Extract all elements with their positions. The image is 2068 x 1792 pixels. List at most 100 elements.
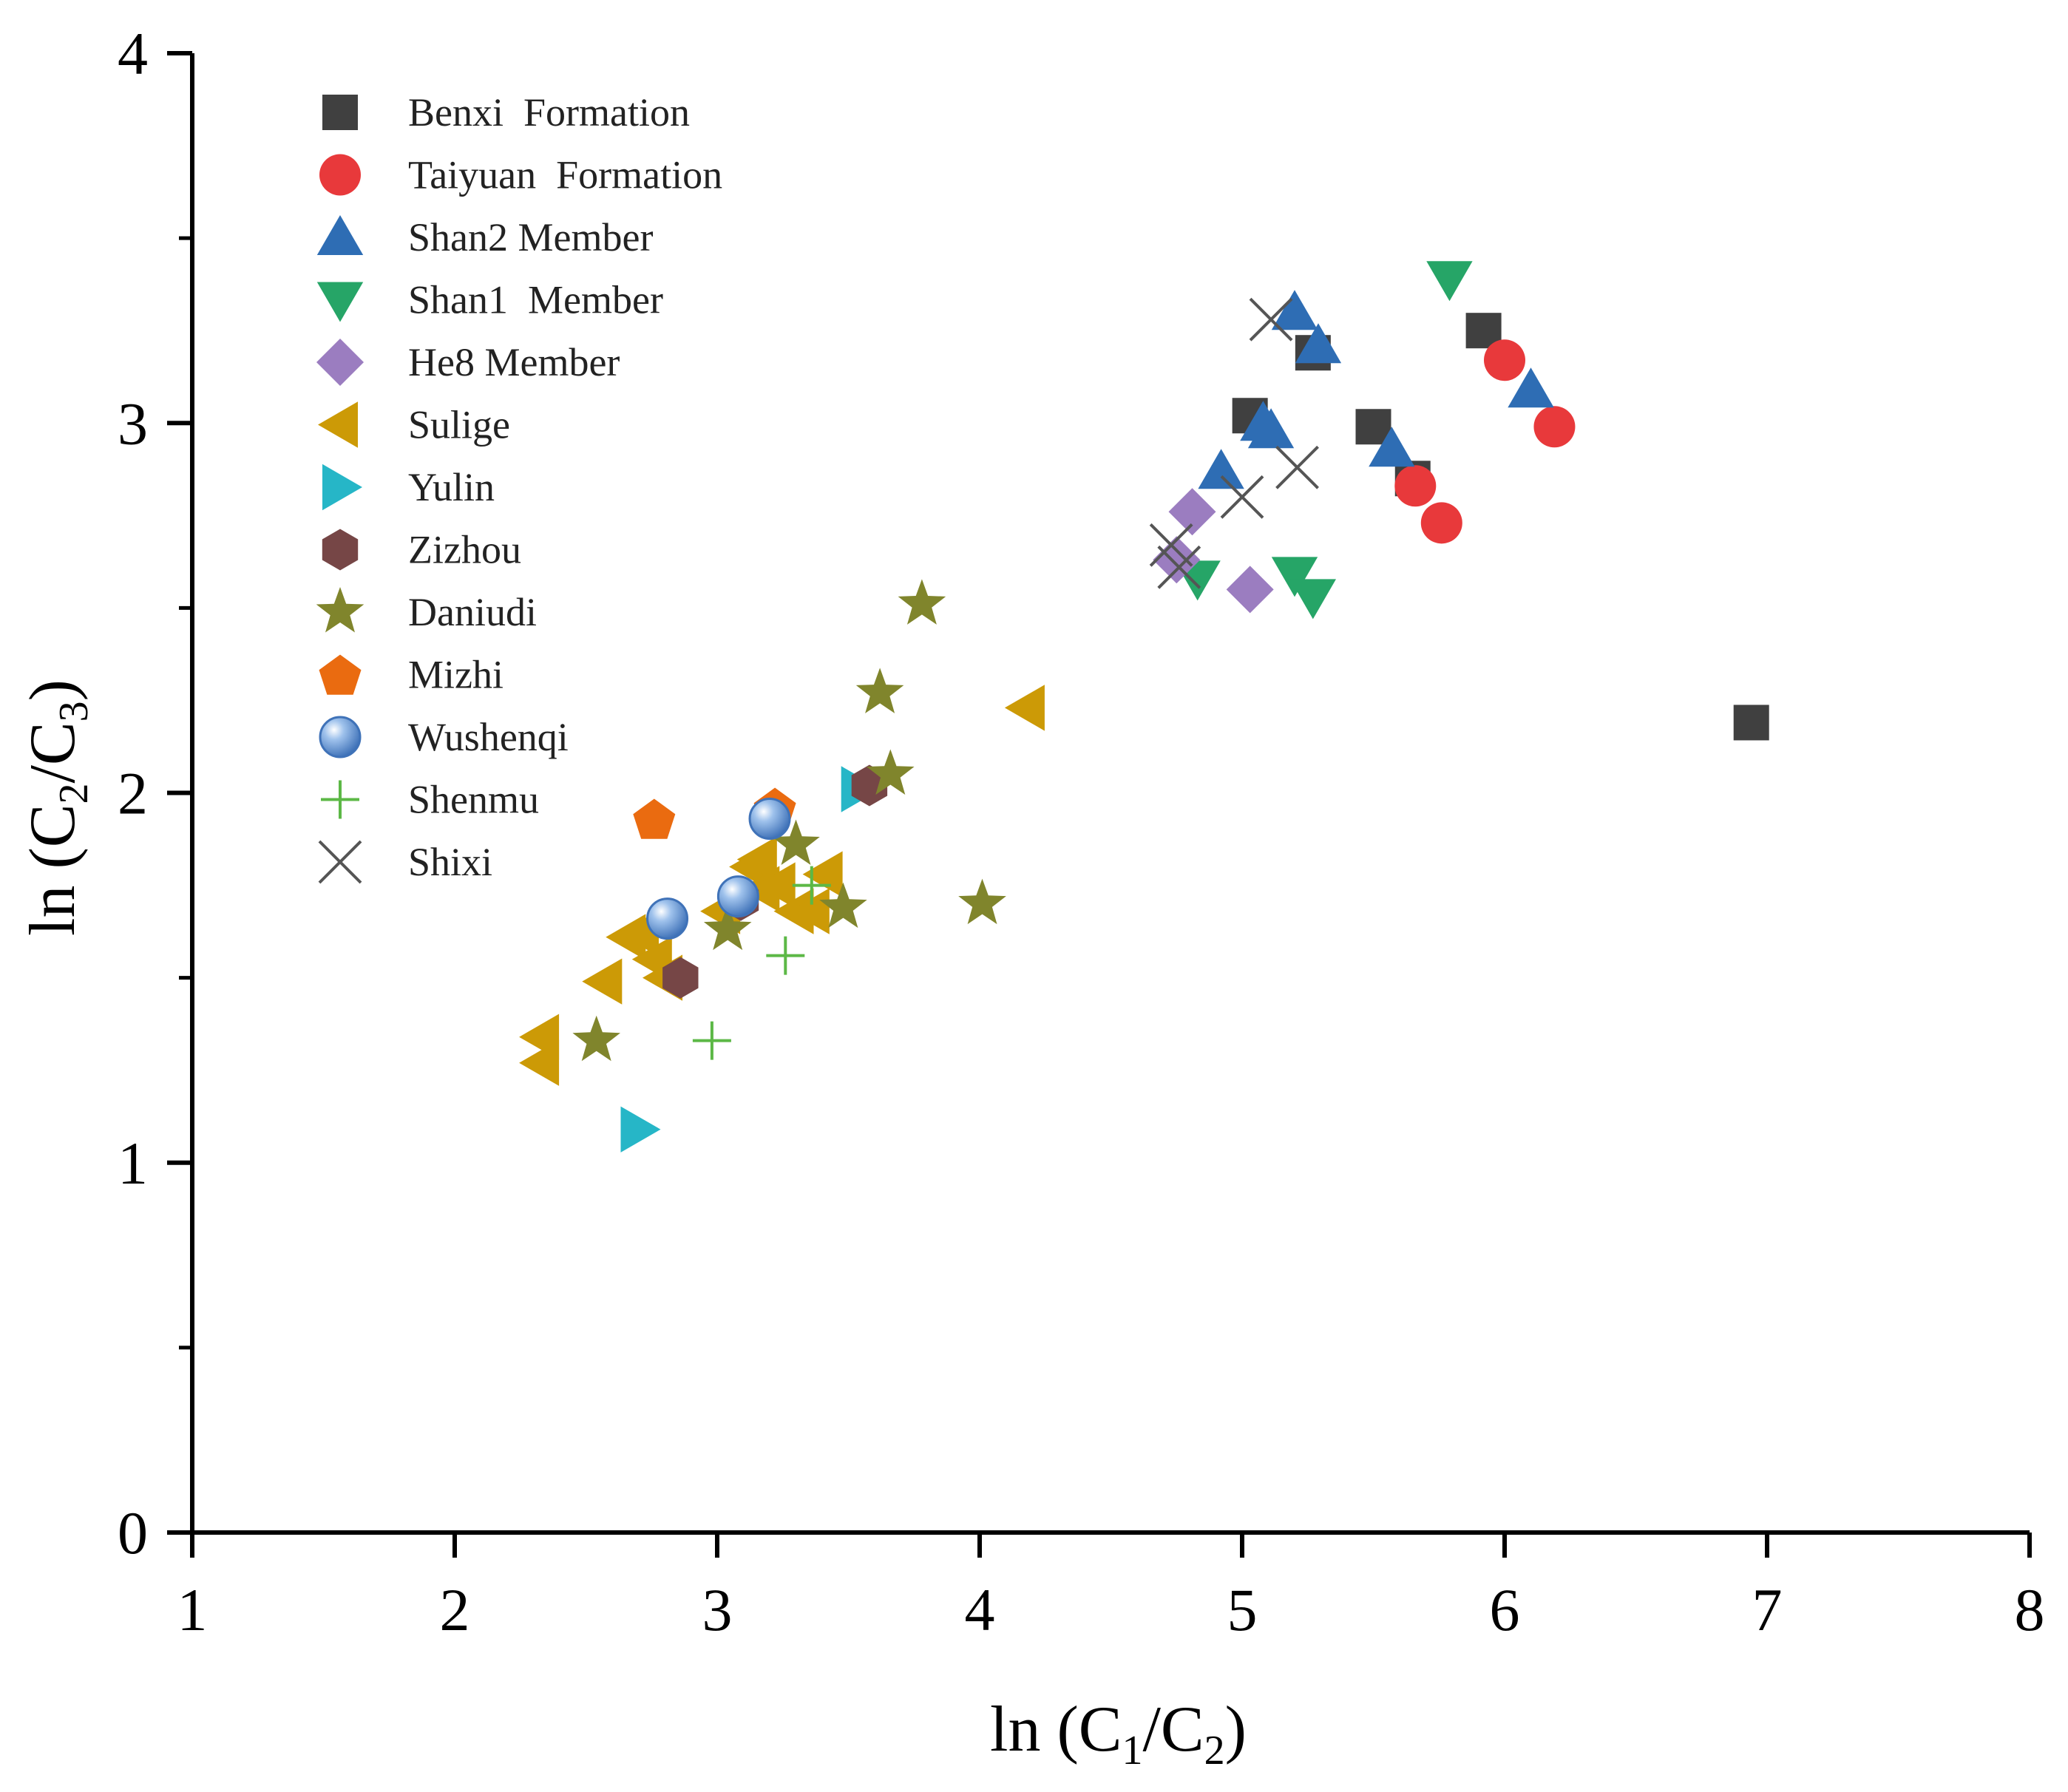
- data-point: [1271, 557, 1318, 597]
- data-point: [1271, 290, 1318, 330]
- data-point: [1426, 261, 1473, 302]
- legend-label: Yulin: [408, 465, 495, 509]
- data-point: [662, 957, 699, 999]
- legend-marker: [321, 780, 359, 819]
- data-point: [736, 836, 777, 883]
- series-2: [1198, 290, 1554, 489]
- legend-item: Mizhi: [319, 653, 504, 697]
- data-point: [792, 866, 831, 905]
- data-point: [633, 798, 676, 839]
- series-11: [692, 866, 831, 1060]
- x-tick-label: 2: [440, 1576, 470, 1643]
- legend-marker: [318, 840, 362, 884]
- series-4: [1153, 488, 1274, 614]
- y-tick-label: 0: [118, 1499, 148, 1567]
- data-point: [1153, 536, 1201, 584]
- data-point: [958, 878, 1006, 925]
- data-point: [755, 862, 796, 909]
- data-point: [1295, 323, 1342, 364]
- legend-marker: [322, 464, 362, 511]
- data-point: [789, 888, 830, 934]
- data-point: [867, 749, 915, 795]
- legend-item: Shan2 Member: [316, 215, 653, 259]
- legend-label: Shixi: [408, 840, 492, 884]
- legend-label: Daniudi: [408, 590, 537, 634]
- data-point: [582, 958, 623, 1005]
- data-point: [802, 851, 843, 897]
- series-1: [1394, 339, 1576, 544]
- legend-marker: [318, 401, 358, 448]
- y-tick-label: 3: [118, 390, 148, 457]
- data-point: [1394, 465, 1437, 507]
- legend: Benxi Formation Taiyuan Formation Shan2 Me…: [316, 90, 722, 884]
- legend-marker: [316, 339, 364, 386]
- data-point: [1247, 408, 1295, 449]
- legend-marker: [316, 587, 365, 633]
- y-axis-title: ln (C2/C3): [17, 679, 97, 936]
- x-tick-label: 1: [177, 1576, 208, 1643]
- data-point: [703, 904, 752, 951]
- legend-label: He8 Member: [408, 340, 620, 384]
- legend-label: Taiyuan Formation: [408, 153, 722, 197]
- legend-item: Sulige: [318, 401, 510, 448]
- data-point: [620, 1106, 661, 1153]
- data-point: [1149, 523, 1193, 567]
- data-point: [716, 875, 759, 918]
- data-point: [1157, 545, 1201, 589]
- data-point: [1220, 475, 1264, 519]
- legend-label: Shan2 Member: [408, 215, 653, 259]
- axis-labels: ln (C1/C2) ln (C2/C3): [17, 679, 1247, 1774]
- series-10: [646, 798, 791, 940]
- data-point: [572, 1015, 620, 1062]
- legend-marker: [316, 282, 364, 322]
- legend-marker: [319, 654, 362, 695]
- data-points: [519, 261, 1769, 1153]
- series-12: [1149, 297, 1319, 589]
- series-3: [1174, 261, 1473, 620]
- legend-item: Taiyuan Formation: [319, 153, 722, 197]
- legend-marker: [322, 95, 358, 130]
- data-point: [819, 882, 867, 929]
- x-tick-label: 8: [2015, 1576, 2045, 1643]
- legend-item: Benxi Formation: [322, 90, 690, 135]
- data-point: [1275, 445, 1319, 489]
- data-point: [1420, 502, 1462, 544]
- y-tick-label: 4: [118, 20, 148, 87]
- data-point: [1168, 488, 1216, 536]
- legend-label: Zizhou: [408, 528, 521, 572]
- data-point: [855, 668, 904, 713]
- series-8: [572, 579, 1006, 1062]
- x-tick-label: 7: [1752, 1576, 1783, 1643]
- legend-item: Shixi: [318, 840, 492, 884]
- x-tick-label: 5: [1227, 1576, 1258, 1643]
- x-tick-label: 4: [965, 1576, 995, 1643]
- legend-item: He8 Member: [316, 339, 620, 386]
- data-point: [1198, 449, 1244, 489]
- legend-marker: [319, 716, 362, 758]
- data-point: [519, 1039, 560, 1086]
- data-point: [898, 579, 946, 625]
- legend-marker: [316, 215, 364, 255]
- legend-label: Shenmu: [408, 778, 539, 822]
- data-point: [646, 897, 689, 940]
- data-point: [1733, 705, 1769, 741]
- data-point: [1369, 427, 1415, 467]
- data-point: [692, 1021, 731, 1060]
- data-point: [1004, 685, 1045, 731]
- x-tick-label: 6: [1490, 1576, 1520, 1643]
- data-point: [766, 936, 805, 975]
- x-axis-title: ln (C1/C2): [990, 1694, 1247, 1774]
- legend-item: Shenmu: [321, 778, 539, 822]
- y-tick-label: 2: [118, 760, 148, 827]
- data-point: [1533, 406, 1576, 448]
- y-tick-label: 1: [118, 1130, 148, 1197]
- legend-item: Zizhou: [322, 528, 521, 572]
- legend-item: Wushenqi: [319, 715, 569, 759]
- data-point: [748, 798, 791, 841]
- legend-label: Benxi Formation: [408, 90, 690, 135]
- legend-item: Shan1 Member: [316, 278, 663, 322]
- legend-marker: [319, 154, 361, 196]
